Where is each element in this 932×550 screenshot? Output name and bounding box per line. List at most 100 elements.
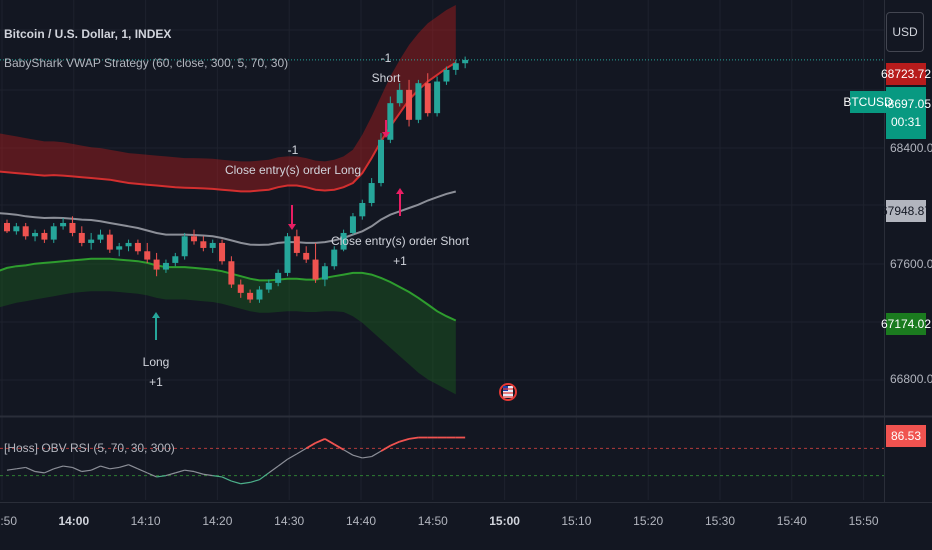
candle-body (200, 241, 207, 248)
candle-body (88, 239, 95, 243)
price-axis-label: 68400.00 (890, 141, 932, 155)
obv-rsi-segment (277, 458, 288, 467)
close-long-arrow-head (288, 224, 296, 230)
obv-rsi-segment (399, 438, 410, 443)
lower-band-price-tag: 67174.02 (881, 313, 931, 335)
obv-rsi-segment (184, 469, 195, 473)
candle-body (312, 259, 319, 280)
candle-body (321, 266, 328, 280)
close-long-qty: -1 (287, 143, 299, 157)
candle-body (434, 81, 441, 114)
candle-body (443, 69, 450, 82)
close-long-signal: -1 Close entry(s) order Long (225, 140, 361, 180)
candle-body (368, 183, 375, 204)
obv-rsi-segment (268, 465, 279, 474)
candle-body (331, 249, 338, 267)
time-axis-label: 15:00 (489, 514, 520, 528)
time-axis-label: 14:10 (130, 514, 161, 528)
candle-body (144, 251, 151, 260)
candle-body (69, 222, 76, 233)
candle-body (209, 242, 216, 248)
obv-rsi-segment (128, 464, 139, 470)
time-axis-label: 14:00 (58, 514, 90, 528)
obv-rsi-segment (362, 455, 372, 459)
obv-rsi-segment (100, 465, 111, 470)
candle-body (134, 242, 141, 252)
candle-body (191, 236, 197, 242)
obv-rsi-segment (249, 479, 260, 483)
long-entry-signal: Long +1 (143, 352, 170, 392)
obv-rsi-segment (53, 465, 64, 470)
candle-body (303, 252, 310, 260)
obv-rsi-segment (324, 438, 335, 446)
short-entry-label: Short (371, 71, 401, 85)
obv-rsi-segment (6, 468, 17, 471)
candle-body (275, 272, 282, 283)
symbol-title[interactable]: Bitcoin / U.S. Dollar, 1, INDEX (4, 27, 172, 41)
time-axis-label: 14:20 (202, 514, 233, 528)
candle-body (462, 59, 469, 64)
upper-band-price-tag: 68723.72 (881, 63, 931, 85)
time-axis-label: 15:20 (633, 514, 664, 528)
vwap-price-tag: 67948.87 (881, 200, 931, 222)
obv-rsi-segment (389, 440, 401, 447)
candle-body (162, 262, 169, 270)
candle-body (97, 234, 104, 240)
candle-body (172, 256, 179, 263)
obv-rsi-segment (165, 472, 176, 477)
obv-rsi-segment (137, 468, 148, 474)
long-entry-arrow-head (152, 312, 160, 318)
candle-body (32, 232, 39, 237)
candle-body (349, 216, 356, 233)
current-price-value: 68697.05 (880, 97, 932, 111)
time-axis-label: 14:50 (417, 514, 448, 528)
currency-button[interactable]: USD (886, 12, 924, 52)
obv-rsi-segment (408, 436, 419, 440)
close-short-qty: +1 (393, 254, 407, 268)
short-entry-arrow-head (382, 132, 390, 138)
candle-body (424, 83, 431, 114)
candle-body (181, 236, 188, 257)
long-entry-label: Long (142, 355, 170, 369)
obv-rsi-segment (119, 464, 129, 469)
obv-rsi-segment (44, 468, 54, 474)
candle-body (22, 226, 29, 237)
time-axis-label: 15:40 (776, 514, 807, 528)
obv-rsi-segment (305, 442, 317, 450)
candle-body (106, 234, 113, 250)
time-axis-label: 14:30 (274, 514, 305, 528)
candle-body (396, 89, 403, 104)
obv-rsi-segment (156, 475, 167, 478)
lower-band-fill (0, 258, 456, 395)
obv-rsi-segment (34, 470, 45, 474)
close-short-label: Close entry(s) order Short (330, 234, 470, 248)
obv-rsi-segment (240, 481, 251, 485)
close-short-arrow-head (396, 188, 404, 194)
strategy-label[interactable]: BabyShark VWAP Strategy (60, close, 300,… (4, 56, 289, 70)
time-axis-label: 14:40 (345, 514, 377, 528)
countdown-timer: 00:31 (890, 115, 922, 129)
time-axis-label: 13:50 (0, 514, 18, 528)
long-entry-qty: +1 (149, 375, 163, 389)
obv-rsi-segment (203, 473, 213, 477)
candle-body (340, 232, 347, 250)
obv-rsi-segment (231, 480, 241, 485)
candle-body (116, 246, 123, 250)
candle-body (13, 226, 20, 232)
candle-body (237, 284, 244, 293)
obv-rsi-segment (16, 466, 26, 470)
indicator-label[interactable]: [Hoss] OBV RSI (5, 70, 30, 300) (4, 441, 175, 455)
obv-rsi-segment (259, 472, 270, 481)
obv-rsi-segment (380, 444, 391, 452)
obv-rsi-segment (287, 453, 298, 460)
current-price-tag: 68697.05 00:31 (881, 87, 931, 139)
candle-body (293, 236, 300, 253)
candle-body (452, 63, 459, 70)
vwap-line (0, 190, 457, 246)
obv-rsi-segment (147, 472, 157, 478)
upper-band-fill (0, 5, 456, 192)
candle-body (406, 89, 413, 120)
obv-rsi-value-tag: 86.53 (886, 425, 926, 447)
candle-body (378, 139, 384, 184)
